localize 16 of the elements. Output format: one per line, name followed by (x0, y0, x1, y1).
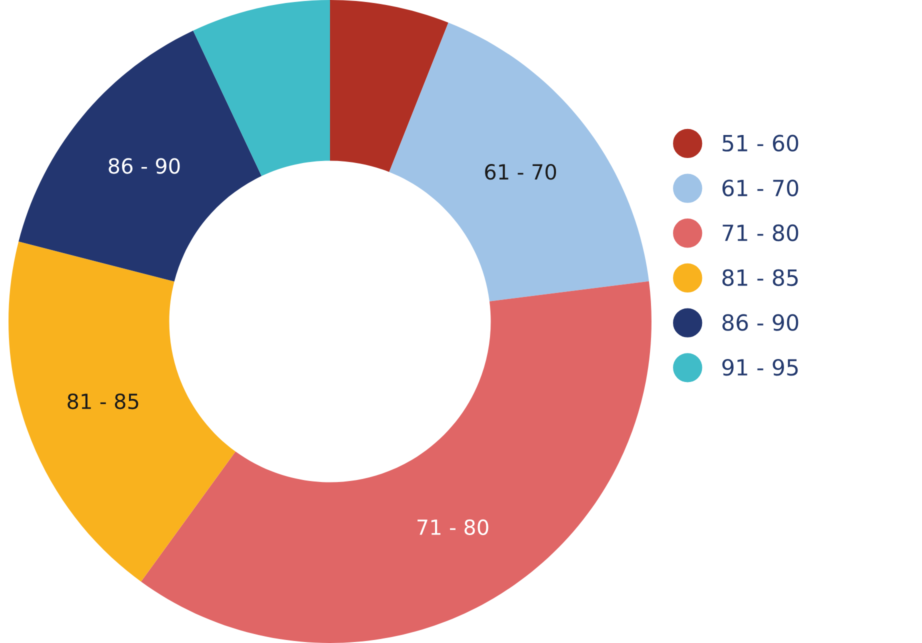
slice-label: 86 - 90 (108, 158, 180, 174)
donut-slice (141, 281, 652, 643)
legend-label: 91 - 95 (722, 358, 798, 376)
legend-label: 81 - 85 (722, 269, 798, 286)
legend-label: 61 - 70 (722, 180, 798, 196)
donut-slice (330, 0, 448, 172)
slice-label: 61 - 70 (485, 164, 556, 180)
slice-label: 71 - 80 (418, 519, 488, 536)
legend-label: 71 - 80 (722, 224, 798, 242)
legend-label: 51 - 60 (722, 134, 798, 152)
legend-label: 86 - 90 (722, 314, 798, 331)
donut-slice (193, 0, 330, 176)
slice-label: 81 - 85 (68, 393, 138, 410)
donut-slice (18, 30, 262, 282)
donut-slice (8, 242, 236, 582)
donut-slice (389, 22, 649, 302)
